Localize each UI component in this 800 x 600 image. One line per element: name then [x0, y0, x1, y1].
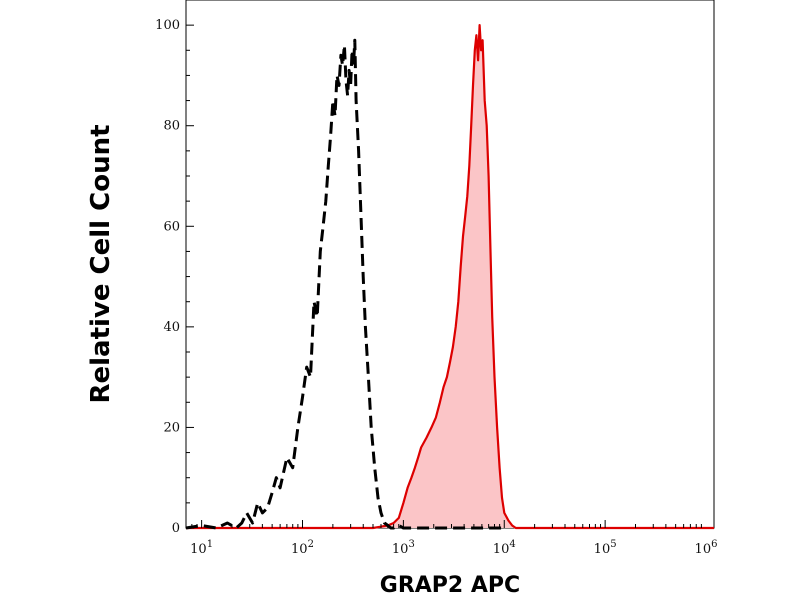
- x-tick-exponent: 3: [408, 539, 414, 550]
- x-tick-exponent: 2: [308, 539, 314, 550]
- y-tick-label: 80: [163, 119, 180, 134]
- x-tick-exponent: 1: [207, 539, 213, 550]
- x-tick-base: 10: [392, 542, 409, 557]
- x-tick-label: 106: [695, 539, 718, 557]
- x-tick-exponent: 4: [509, 539, 515, 550]
- x-tick-base: 10: [695, 542, 712, 557]
- y-tick-label: 40: [163, 320, 180, 335]
- x-tick-base: 10: [291, 542, 308, 557]
- y-tick-label: 0: [172, 521, 180, 536]
- y-tick-label: 20: [163, 420, 180, 435]
- x-axis-title: GRAP2 APC: [380, 573, 520, 598]
- y-axis-title: Relative Cell Count: [86, 124, 116, 403]
- series-0-line: [185, 38, 505, 530]
- x-tick-label: 101: [190, 539, 213, 557]
- x-tick-base: 10: [493, 542, 510, 557]
- x-tick-exponent: 6: [711, 539, 717, 550]
- y-tick-label: 60: [163, 219, 180, 234]
- series-1-area: [186, 25, 714, 528]
- x-tick-label: 102: [291, 539, 314, 557]
- x-tick-base: 10: [190, 542, 207, 557]
- series-1-line: [186, 24, 714, 530]
- x-tick-base: 10: [594, 542, 611, 557]
- y-tick-label: 100: [155, 18, 180, 33]
- x-tick-label: 103: [392, 539, 415, 557]
- x-tick-label: 105: [594, 539, 617, 557]
- x-tick-label: 104: [493, 539, 516, 557]
- x-tick-exponent: 5: [610, 539, 616, 550]
